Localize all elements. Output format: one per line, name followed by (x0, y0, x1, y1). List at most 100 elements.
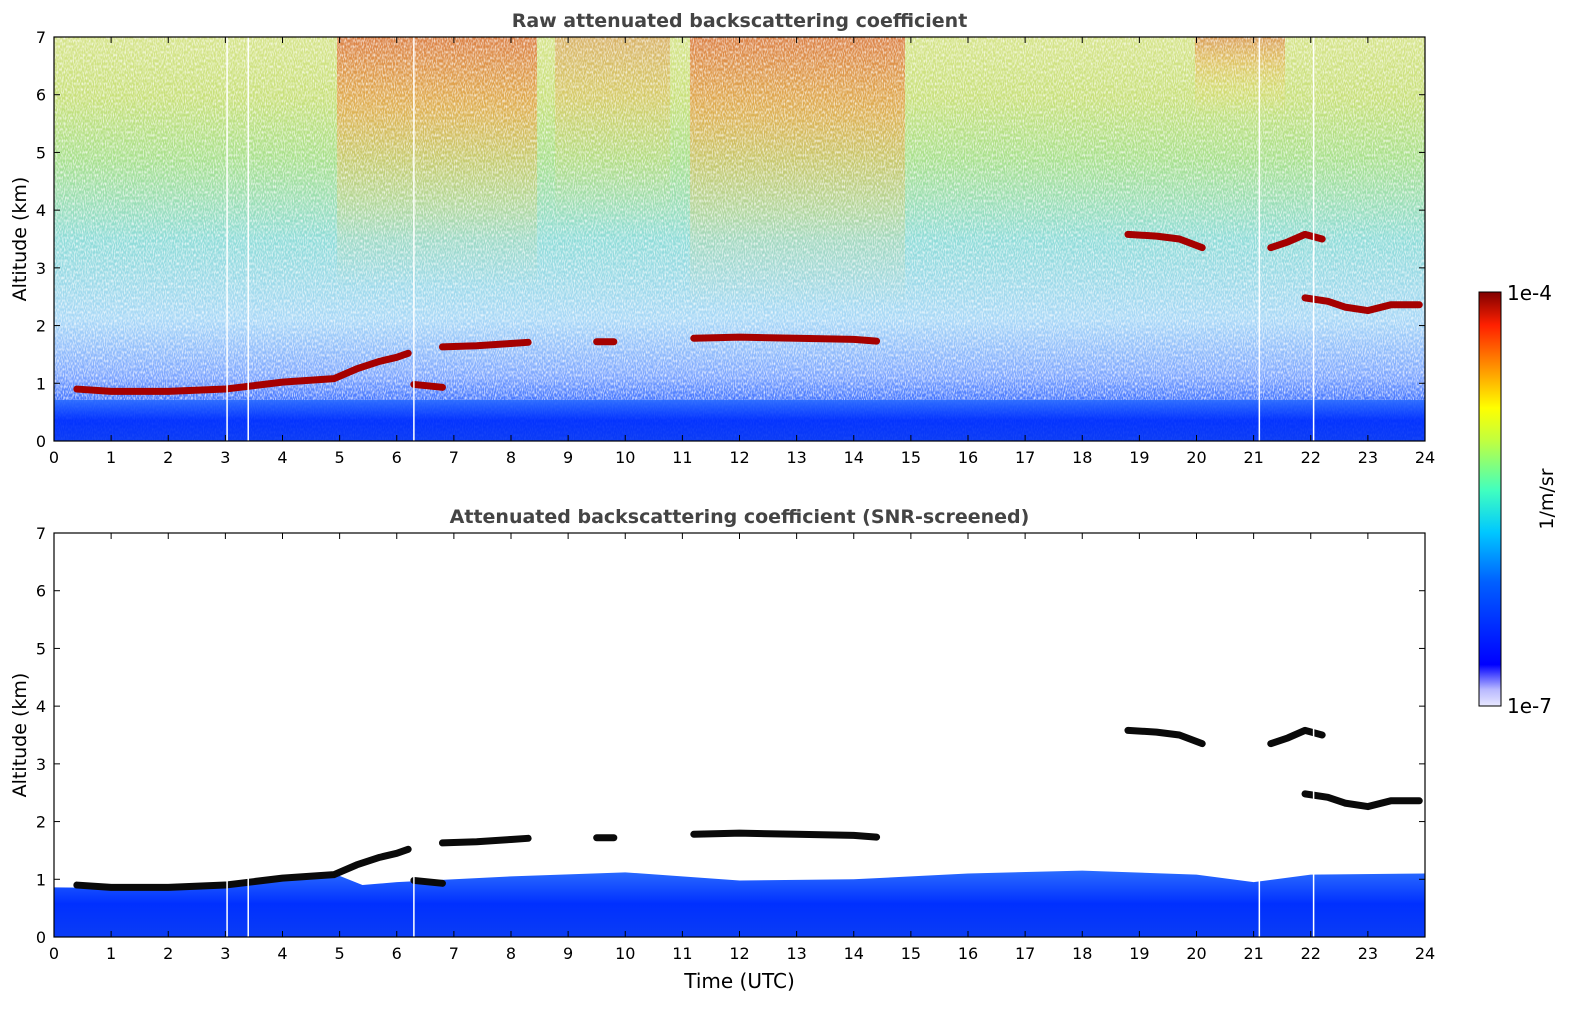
cloud-layer (1301, 294, 1423, 315)
raw-y-axis: 0 1 2 3 4 5 6 7 (36, 28, 1425, 451)
colorbar-max-label: 1e-4 (1507, 281, 1552, 305)
cloud-layer (73, 845, 412, 891)
y-tick-label: 2 (36, 813, 46, 832)
x-tick-label: 6 (392, 944, 402, 963)
x-tick-label: 19 (1129, 448, 1149, 467)
x-tick-label: 13 (786, 448, 806, 467)
y-tick-label: 1 (36, 374, 46, 393)
x-tick-label: 15 (901, 448, 921, 467)
cloud-layer (438, 834, 532, 847)
x-tick-label: 7 (449, 448, 459, 467)
y-tick-label: 6 (36, 86, 46, 105)
x-tick-label: 10 (615, 944, 635, 963)
screened-data-gaps (226, 533, 1315, 937)
x-tick-label: 9 (563, 944, 573, 963)
x-tick-label: 3 (220, 448, 230, 467)
cloud-layer (1301, 790, 1423, 811)
x-tick-label: 21 (1243, 448, 1263, 467)
screened-y-axis-label: Altitude (km) (9, 673, 31, 798)
raw-layers (73, 230, 1423, 395)
y-tick-label: 7 (36, 524, 46, 543)
raw-panel-title: Raw attenuated backscattering coefficien… (512, 10, 968, 32)
y-tick-label: 1 (36, 870, 46, 889)
raw-backscatter-panel: Raw attenuated backscattering coefficien… (9, 10, 1435, 467)
x-tick-label: 9 (563, 448, 573, 467)
x-tick-label: 2 (163, 448, 173, 467)
y-tick-label: 6 (36, 582, 46, 601)
x-tick-label: 10 (615, 448, 635, 467)
x-tick-label: 23 (1358, 944, 1378, 963)
x-tick-label: 24 (1415, 944, 1435, 963)
cloud-layer (1124, 726, 1206, 748)
x-tick-label: 1 (106, 448, 116, 467)
x-tick-label: 21 (1243, 944, 1263, 963)
y-tick-label: 3 (36, 755, 46, 774)
screened-boundary-layer (54, 870, 1425, 937)
raw-y-axis-label: Altitude (km) (9, 177, 31, 302)
y-tick-label: 0 (36, 432, 46, 451)
x-tick-label: 16 (958, 448, 978, 467)
x-tick-label: 5 (335, 944, 345, 963)
screened-x-axis: 0 1 2 3 4 5 6 7 8 9 10 11 12 13 14 15 16 17 18 19 20 21 22 23 24 (49, 533, 1435, 963)
x-tick-label: 12 (729, 448, 749, 467)
x-tick-label: 22 (1301, 944, 1321, 963)
x-tick-label: 12 (729, 944, 749, 963)
x-tick-label: 14 (844, 944, 864, 963)
x-tick-label: 20 (1186, 944, 1206, 963)
x-tick-label: 11 (672, 944, 692, 963)
x-tick-label: 6 (392, 448, 402, 467)
x-tick-label: 4 (277, 448, 287, 467)
screened-backscatter-panel: Attenuated backscattering coefficient (S… (9, 506, 1435, 993)
x-axis-label: Time (UTC) (683, 969, 795, 993)
screened-y-axis: 0 1 2 3 4 5 6 7 (36, 524, 1425, 947)
screened-panel-title: Attenuated backscattering coefficient (S… (450, 506, 1030, 528)
y-tick-label: 5 (36, 143, 46, 162)
cloud-layer (410, 876, 446, 887)
x-tick-label: 17 (1015, 448, 1035, 467)
raw-x-axis: 0 1 2 3 4 5 6 7 8 9 10 11 12 13 14 15 16 17 18 19 20 21 22 23 24 (49, 37, 1435, 467)
raw-heatmap-image (54, 37, 1425, 441)
x-tick-label: 18 (1072, 448, 1092, 467)
cloud-layer (410, 380, 446, 391)
x-tick-label: 13 (786, 944, 806, 963)
x-tick-label: 22 (1301, 448, 1321, 467)
x-tick-label: 24 (1415, 448, 1435, 467)
x-tick-label: 4 (277, 944, 287, 963)
y-tick-label: 7 (36, 28, 46, 47)
x-tick-label: 8 (506, 448, 516, 467)
y-tick-label: 5 (36, 639, 46, 658)
y-tick-label: 4 (36, 697, 46, 716)
cloud-layer (690, 333, 881, 345)
x-tick-label: 8 (506, 944, 516, 963)
raw-data-gaps (226, 37, 1315, 441)
x-tick-label: 1 (106, 944, 116, 963)
x-tick-label: 5 (335, 448, 345, 467)
y-tick-label: 0 (36, 928, 46, 947)
x-tick-label: 16 (958, 944, 978, 963)
x-tick-label: 17 (1015, 944, 1035, 963)
cloud-layer (690, 829, 881, 841)
x-tick-label: 3 (220, 944, 230, 963)
y-tick-label: 2 (36, 317, 46, 336)
colorbar-units-label: 1/m/sr (1536, 468, 1558, 529)
x-tick-label: 0 (49, 448, 59, 467)
x-tick-label: 7 (449, 944, 459, 963)
x-tick-label: 20 (1186, 448, 1206, 467)
x-tick-label: 2 (163, 944, 173, 963)
screened-heatmap-image (54, 533, 1425, 937)
colorbar: 1e-4 1e-7 1/m/sr (1478, 281, 1558, 718)
colorbar-gradient (1478, 291, 1502, 707)
x-tick-label: 23 (1358, 448, 1378, 467)
x-tick-label: 11 (672, 448, 692, 467)
cloud-layer (73, 349, 412, 395)
cloud-layer (1124, 230, 1206, 252)
colorbar-min-label: 1e-7 (1507, 694, 1552, 718)
x-tick-label: 15 (901, 944, 921, 963)
x-tick-label: 0 (49, 944, 59, 963)
x-tick-label: 14 (844, 448, 864, 467)
y-tick-label: 3 (36, 259, 46, 278)
x-tick-label: 18 (1072, 944, 1092, 963)
x-tick-label: 19 (1129, 944, 1149, 963)
cloud-layer (438, 338, 532, 351)
